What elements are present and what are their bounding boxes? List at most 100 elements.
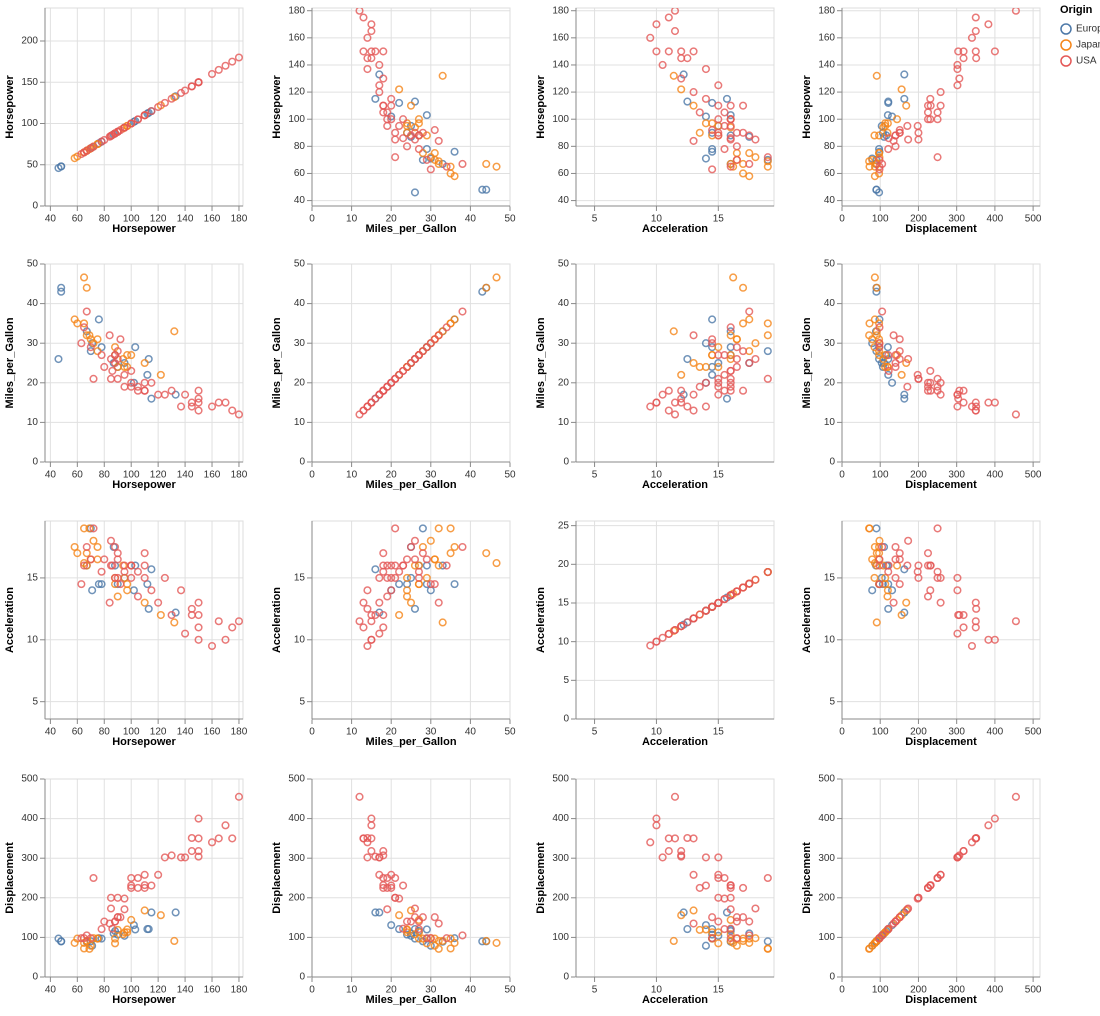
legend-symbol bbox=[1060, 23, 1072, 35]
y-tick-label: 50 bbox=[558, 259, 570, 270]
point bbox=[891, 362, 900, 372]
point bbox=[972, 402, 981, 411]
point bbox=[971, 47, 980, 56]
point bbox=[395, 98, 404, 107]
y-tick-label: 120 bbox=[288, 87, 305, 98]
points bbox=[70, 524, 243, 651]
point bbox=[387, 573, 396, 582]
point bbox=[89, 873, 98, 883]
point bbox=[878, 542, 887, 552]
legend-title: Origin bbox=[1060, 4, 1093, 16]
point bbox=[430, 126, 439, 135]
point bbox=[865, 524, 874, 533]
point bbox=[708, 370, 717, 379]
point bbox=[679, 70, 688, 79]
panel: 5 10 15 0 100 200 300 400 500 Displacement Acceler… bbox=[801, 520, 1042, 748]
point bbox=[971, 834, 980, 843]
point bbox=[228, 57, 237, 66]
points bbox=[54, 792, 243, 953]
point bbox=[371, 565, 380, 574]
point bbox=[82, 331, 91, 340]
point bbox=[391, 893, 400, 902]
point bbox=[221, 821, 230, 830]
point bbox=[70, 315, 79, 324]
y-axis-title: Displacement bbox=[535, 842, 547, 914]
point bbox=[446, 934, 455, 943]
panel: 0 10 20 30 40 50 5 10 15 Acceleration Miles_per_Ga… bbox=[535, 259, 775, 491]
point bbox=[85, 524, 94, 533]
point bbox=[446, 944, 455, 953]
point bbox=[156, 611, 165, 620]
y-tick-label: 160 bbox=[288, 32, 305, 43]
point bbox=[745, 172, 754, 181]
point bbox=[658, 60, 667, 70]
point bbox=[870, 573, 879, 582]
point bbox=[127, 881, 136, 890]
y-tick-label: 0 bbox=[299, 457, 305, 468]
panel: 0 10 20 30 40 50 40 60 80 100 120 140 160 180 Horsepow… bbox=[4, 259, 248, 491]
x-axis-title: Miles_per_Gallon bbox=[365, 479, 456, 491]
x-tick-label: 50 bbox=[504, 985, 516, 996]
y-tick-label: 10 bbox=[294, 634, 306, 645]
y-tick-label: 400 bbox=[288, 813, 305, 824]
point bbox=[402, 917, 412, 926]
point bbox=[884, 370, 893, 379]
point bbox=[701, 881, 710, 890]
y-tick-label: 60 bbox=[558, 168, 570, 179]
point bbox=[652, 20, 661, 29]
x-tick-label: 120 bbox=[150, 214, 167, 225]
point bbox=[97, 351, 106, 360]
x-tick-label: 10 bbox=[651, 727, 663, 738]
point bbox=[387, 115, 396, 124]
point bbox=[207, 402, 217, 411]
x-tick-label: 500 bbox=[1025, 214, 1042, 225]
point bbox=[194, 386, 203, 395]
y-tick-label: 20 bbox=[558, 377, 570, 388]
point bbox=[726, 331, 735, 340]
point bbox=[677, 398, 686, 407]
point bbox=[120, 382, 129, 391]
point bbox=[889, 919, 898, 928]
y-tick-label: 200 bbox=[818, 892, 835, 903]
y-tick-label: 300 bbox=[288, 853, 305, 864]
point bbox=[884, 925, 893, 934]
point bbox=[391, 524, 400, 533]
panel: 5 10 15 0 10 20 30 40 50 Miles_per_Gallon Accelera… bbox=[271, 520, 516, 748]
y-tick-label: 10 bbox=[824, 417, 836, 428]
point bbox=[751, 135, 760, 144]
x-tick-label: 100 bbox=[872, 214, 889, 225]
x-tick-label: 500 bbox=[1025, 985, 1042, 996]
point bbox=[726, 323, 735, 332]
point bbox=[383, 108, 392, 117]
point bbox=[127, 351, 136, 360]
point bbox=[732, 155, 741, 164]
point bbox=[422, 555, 431, 564]
point bbox=[430, 555, 439, 564]
x-tick-label: 140 bbox=[177, 985, 194, 996]
point bbox=[80, 559, 89, 568]
y-tick-label: 30 bbox=[824, 338, 836, 349]
y-tick-label: 500 bbox=[288, 774, 305, 785]
y-tick-label: 500 bbox=[21, 774, 38, 785]
point bbox=[414, 928, 423, 937]
point bbox=[891, 573, 900, 582]
point bbox=[923, 382, 933, 391]
y-tick-label: 20 bbox=[824, 377, 836, 388]
point bbox=[100, 555, 109, 564]
y-tick-label: 50 bbox=[294, 259, 306, 270]
point bbox=[402, 362, 412, 372]
point bbox=[926, 115, 935, 124]
point bbox=[383, 883, 392, 892]
y-tick-label: 500 bbox=[818, 774, 835, 785]
point bbox=[763, 157, 772, 166]
point bbox=[422, 573, 431, 582]
x-axis-title: Horsepower bbox=[112, 479, 176, 491]
point bbox=[418, 934, 427, 943]
x-tick-label: 140 bbox=[177, 214, 194, 225]
point bbox=[355, 8, 364, 15]
point bbox=[402, 573, 412, 582]
point bbox=[110, 939, 120, 948]
point bbox=[414, 351, 423, 360]
point bbox=[689, 331, 698, 340]
points bbox=[54, 273, 243, 419]
